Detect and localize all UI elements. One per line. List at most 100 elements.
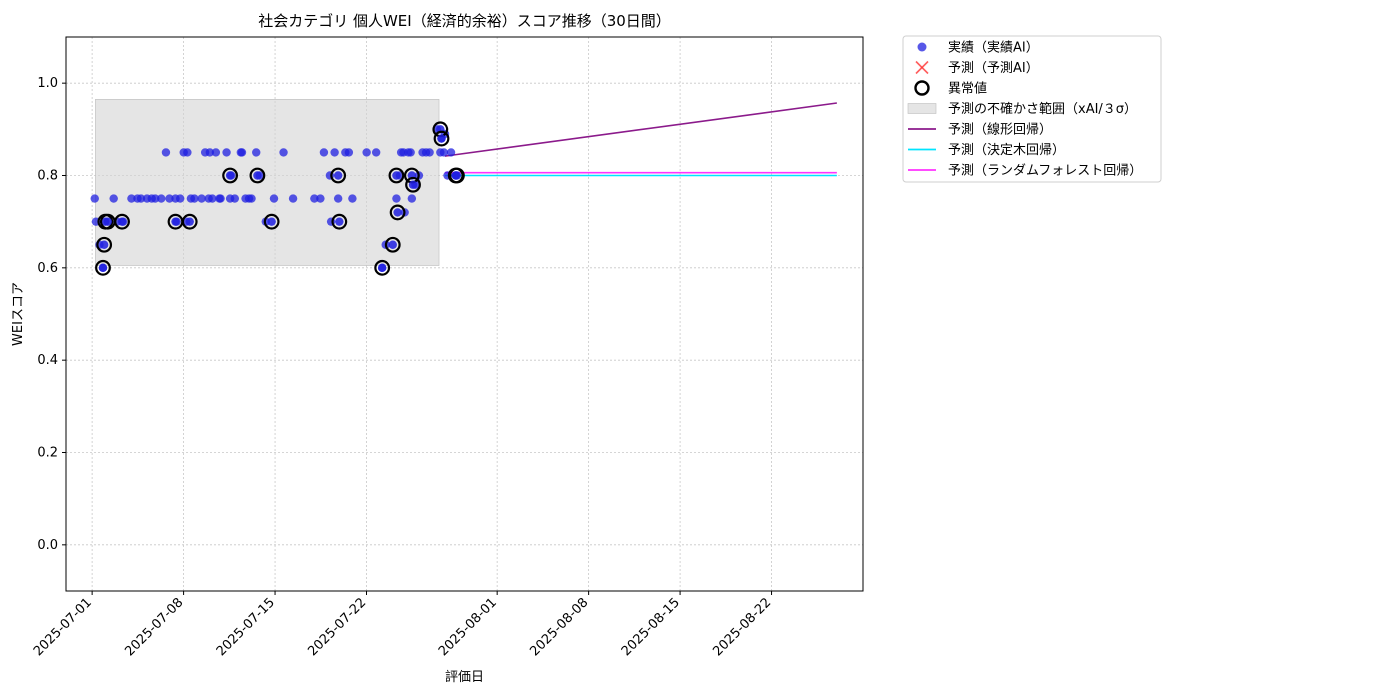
- legend-marker-band: [907, 103, 937, 114]
- data-point: [418, 148, 427, 157]
- legend-marker-x: [915, 60, 929, 75]
- anomaly-ring: [405, 176, 421, 193]
- data-point: [90, 194, 99, 203]
- data-point: [446, 148, 456, 157]
- legend-label: 予測（線形回帰）: [948, 122, 1052, 138]
- anomaly-ring: [384, 236, 401, 253]
- data-point: [186, 194, 196, 203]
- anomaly-ring: [263, 213, 280, 230]
- anomaly-point: [98, 263, 108, 273]
- data-point: [247, 194, 256, 203]
- data-point: [310, 194, 319, 203]
- legend-label: 異常値: [948, 81, 987, 97]
- data-point: [316, 194, 325, 203]
- legend-label: 実績（実績AI）: [948, 40, 1039, 56]
- legend-frame: [902, 35, 1162, 183]
- legend-marker-ring: [914, 80, 930, 96]
- data-point: [208, 194, 217, 203]
- uncertainty-band-rect: [95, 99, 440, 266]
- anomaly-point: [99, 240, 109, 249]
- data-point: [269, 194, 279, 203]
- anomaly-ring: [330, 167, 347, 184]
- data-point: [109, 194, 118, 203]
- plot-frame: [65, 36, 864, 592]
- x-tick-label: 2025-08-22: [710, 595, 774, 659]
- uncertainty-band: [95, 99, 440, 266]
- legend-label: 予測（決定木回帰）: [948, 142, 1065, 158]
- anomaly-point: [185, 217, 194, 226]
- data-point: [436, 148, 445, 157]
- forecast-line: [444, 102, 837, 157]
- data-point: [333, 194, 343, 203]
- data-point: [407, 194, 417, 203]
- data-point: [404, 148, 413, 157]
- anomaly-point: [267, 217, 276, 226]
- anomaly-point: [117, 217, 127, 226]
- data-point: [348, 194, 357, 203]
- anomaly-point: [392, 171, 401, 180]
- forecast-lines: [444, 102, 837, 177]
- anomaly-ring: [331, 213, 348, 230]
- x-axis-title: 評価日: [445, 670, 484, 685]
- anomaly-ring: [374, 259, 391, 276]
- y-tick-label: 0.6: [37, 261, 58, 276]
- data-point: [211, 148, 221, 157]
- data-point: [161, 148, 171, 157]
- anomaly-point: [333, 171, 343, 180]
- anomaly-ring: [249, 167, 266, 184]
- anomaly-point: [408, 180, 418, 189]
- chart-title: 社会カテゴリ 個人WEI（経済的余裕）スコア推移（30日間）: [258, 12, 671, 30]
- y-tick-label: 0.8: [37, 169, 58, 184]
- legend-label: 予測（予測AI）: [948, 61, 1039, 76]
- y-tick-label: 0.0: [37, 538, 58, 553]
- data-point: [133, 194, 142, 203]
- anomaly-point: [103, 217, 113, 226]
- data-point: [392, 194, 401, 203]
- anomaly-ring: [114, 213, 130, 230]
- anomaly-point: [253, 171, 262, 180]
- x-tick-label: 2025-07-08: [122, 595, 186, 659]
- y-axis-title: WEIスコア: [11, 282, 26, 346]
- anomaly-ring: [222, 167, 239, 184]
- x-axis-ticks: 2025-07-01 2025-07-08 2025-07-15 2025-07-22…: [31, 591, 774, 659]
- data-point: [222, 148, 231, 157]
- data-point: [127, 194, 136, 203]
- data-point: [241, 194, 250, 203]
- anomaly-ring: [433, 130, 450, 147]
- anomaly-ring: [449, 167, 465, 184]
- data-point: [165, 194, 174, 203]
- legend-label: 予測の不確かさ範囲（xAI/３σ）: [948, 101, 1137, 117]
- data-point: [205, 148, 215, 157]
- data-point: [147, 194, 156, 203]
- anomaly-point: [437, 134, 446, 143]
- anomaly-point: [393, 208, 402, 217]
- anomaly-ring: [388, 167, 405, 184]
- x-tick-label: 2025-08-15: [619, 595, 683, 659]
- data-point: [230, 194, 240, 203]
- data-point: [319, 148, 329, 157]
- data-point: [157, 194, 166, 203]
- anomaly-ring: [181, 213, 198, 230]
- data-point: [362, 148, 371, 157]
- data-point: [279, 148, 288, 157]
- anomaly-point: [452, 171, 462, 180]
- data-point: [252, 148, 261, 157]
- x-tick-label: 2025-07-01: [31, 595, 95, 659]
- data-point: [371, 148, 381, 157]
- y-tick-label: 0.2: [37, 446, 58, 461]
- x-tick-label: 2025-07-15: [214, 595, 278, 659]
- anomaly-point: [388, 240, 397, 249]
- data-point: [288, 194, 298, 203]
- data-point: [197, 194, 206, 203]
- x-tick-label: 2025-08-01: [436, 595, 500, 659]
- y-tick-label: 1.0: [37, 76, 58, 91]
- data-point: [183, 148, 192, 157]
- data-point: [341, 148, 350, 157]
- data-point: [175, 194, 185, 203]
- y-tick-label: 0.4: [37, 353, 58, 368]
- legend-label: 予測（ランダムフォレスト回帰）: [948, 163, 1142, 179]
- data-point: [216, 194, 225, 203]
- legend-marker-dot: [917, 42, 927, 52]
